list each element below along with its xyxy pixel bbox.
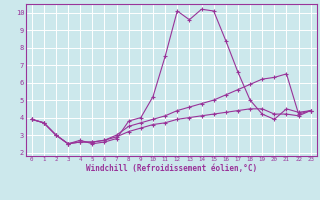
X-axis label: Windchill (Refroidissement éolien,°C): Windchill (Refroidissement éolien,°C) bbox=[86, 164, 257, 173]
